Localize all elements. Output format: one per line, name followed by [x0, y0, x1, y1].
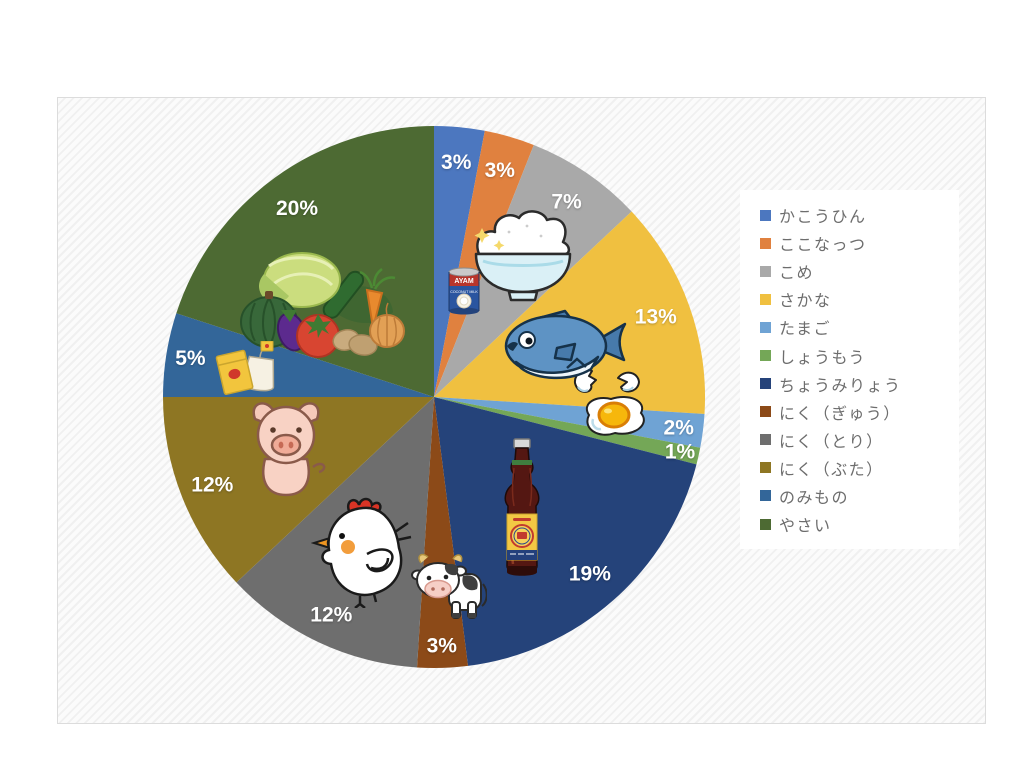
legend-swatch-icon	[760, 378, 771, 390]
legend-item-niku-gyuu: にく（ぎゅう）	[760, 398, 959, 426]
legend-label: ここなっつ	[779, 237, 867, 255]
pie-slice-kakouhin	[434, 126, 485, 397]
legend-swatch-icon	[760, 237, 771, 249]
legend-item-nomimono: のみもの	[760, 482, 959, 510]
legend-item-coconut: ここなっつ	[760, 229, 959, 257]
pie-slice-label-sakana: 13%	[635, 306, 677, 329]
legend-swatch-icon	[760, 518, 771, 530]
chart-legend: かこうひんここなっつこめさかなたまごしょうもうちょうみりょう にく（ぎゅう） にく（…	[740, 190, 959, 549]
legend-label: しょうもう	[779, 349, 867, 367]
legend-swatch-icon	[760, 321, 771, 333]
legend-item-choumiryou: ちょうみりょう	[760, 370, 959, 398]
pie-slice-label-niku-tori: 12%	[310, 604, 352, 627]
legend-label: やさい	[779, 518, 832, 536]
legend-label: さかな	[779, 293, 832, 311]
legend-label: たまご	[779, 321, 832, 339]
pie-slice-label-niku-buta: 12%	[191, 473, 233, 496]
legend-item-yasai: やさい	[760, 510, 959, 538]
legend-label: にく（とり）	[779, 433, 884, 451]
legend-item-niku-tori: にく（とり）	[760, 426, 959, 454]
legend-label: かこうひん	[779, 209, 867, 227]
legend-swatch-icon	[760, 406, 771, 418]
pie-slice-label-nomimono: 5%	[175, 347, 206, 370]
legend-swatch-icon	[760, 265, 771, 277]
legend-item-sakana: さかな	[760, 285, 959, 313]
legend-label: にく（ぶた）	[779, 461, 884, 479]
legend-item-tamago: たまご	[760, 313, 959, 341]
legend-swatch-icon	[760, 209, 771, 221]
legend-label: こめ	[779, 265, 815, 283]
legend-label: にく（ぎゅう）	[779, 405, 901, 423]
legend-swatch-icon	[760, 490, 771, 502]
legend-label: のみもの	[779, 489, 850, 507]
pie-slice-label-kakouhin: 3%	[441, 151, 472, 174]
legend-item-shoumou: しょうもう	[760, 341, 959, 369]
legend-swatch-icon	[760, 293, 771, 305]
pie-slice-label-niku-gyuu: 3%	[427, 635, 458, 658]
slide-background: 3% 3% 7% 13% 2% 1% 19% 3% 12% 12% 5% 20%	[57, 97, 986, 724]
legend-item-kakouhin: かこうひん	[760, 201, 959, 229]
pie-slice-label-coconut: 3%	[485, 159, 516, 182]
legend-label: ちょうみりょう	[779, 377, 902, 395]
legend-swatch-icon	[760, 434, 771, 446]
legend-swatch-icon	[760, 350, 771, 362]
pie-slice-shoumou	[434, 397, 701, 465]
pie-slice-label-shoumou: 1%	[665, 441, 696, 464]
legend-item-niku-buta: にく（ぶた）	[760, 454, 959, 482]
pie-slice-label-tamago: 2%	[664, 416, 695, 439]
pie-slice-choumiryou	[434, 397, 697, 666]
pie-slice-label-choumiryou: 19%	[569, 562, 611, 585]
pie-slice-label-yasai: 20%	[276, 197, 318, 220]
legend-swatch-icon	[760, 462, 771, 474]
pie-slice-label-kome: 7%	[551, 191, 582, 214]
legend-item-kome: こめ	[760, 257, 959, 285]
